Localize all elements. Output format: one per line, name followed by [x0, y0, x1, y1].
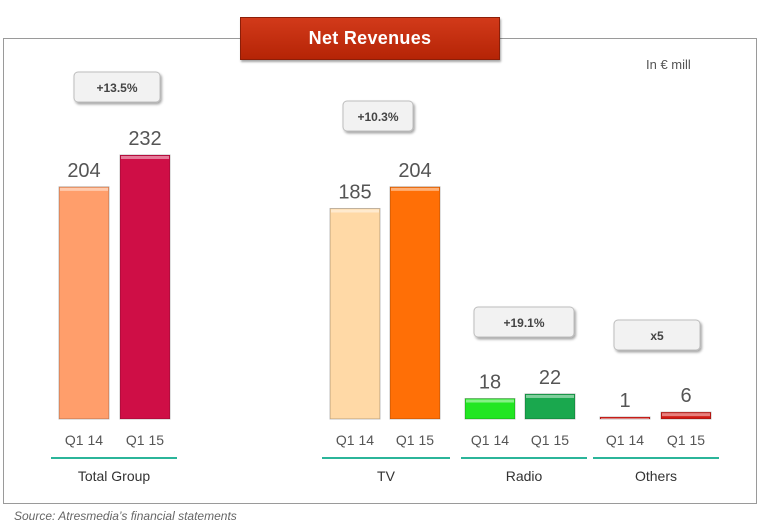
bar-highlight-radio-1 — [466, 399, 514, 403]
source-note: Source: Atresmedia’s financial statement… — [14, 509, 237, 523]
bar-tv-1 — [329, 207, 381, 420]
data-label-others-1: 1 — [619, 390, 630, 412]
growth-badge-label-radio: +19.1% — [503, 316, 544, 330]
bar-others-2 — [660, 411, 712, 420]
bar-total-group-1 — [58, 186, 110, 420]
tick-label-radio-1: Q1 14 — [471, 432, 509, 448]
bar-radio-1 — [464, 398, 516, 420]
tick-label-radio-2: Q1 15 — [531, 432, 569, 448]
growth-badge-label-total-group: +13.5% — [96, 81, 137, 95]
bar-total-group-2 — [119, 154, 171, 420]
group-label-others: Others — [635, 468, 677, 484]
data-label-tv-2: 204 — [398, 160, 431, 182]
bar-radio-2 — [524, 393, 576, 420]
bar-highlight-total-group-1 — [60, 187, 108, 191]
chart-title: Net Revenues — [240, 17, 500, 60]
group-label-radio: Radio — [506, 468, 543, 484]
data-label-total-group-2: 232 — [128, 128, 161, 150]
bar-others-1 — [599, 416, 651, 420]
bar-highlight-total-group-2 — [121, 156, 169, 159]
bar-highlight-tv-2 — [391, 187, 439, 191]
tick-label-tv-1: Q1 14 — [336, 432, 374, 448]
group-label-tv: TV — [377, 468, 396, 484]
unit-label: In € mill — [646, 57, 691, 72]
tick-label-total-group-1: Q1 14 — [65, 432, 103, 448]
bar-highlight-others-1 — [601, 418, 649, 419]
growth-badge-others — [613, 319, 701, 351]
data-label-radio-2: 22 — [539, 367, 561, 389]
growth-badge-radio — [473, 306, 575, 338]
bar-highlight-radio-2 — [526, 394, 574, 398]
tick-label-others-1: Q1 14 — [606, 432, 644, 448]
tick-label-others-2: Q1 15 — [667, 432, 705, 448]
tick-label-tv-2: Q1 15 — [396, 432, 434, 448]
tick-label-total-group-2: Q1 15 — [126, 432, 164, 448]
data-label-total-group-1: 204 — [67, 160, 100, 182]
group-label-total-group: Total Group — [78, 468, 151, 484]
data-label-radio-1: 18 — [479, 372, 501, 394]
data-label-tv-1: 185 — [338, 181, 371, 203]
bar-highlight-tv-1 — [331, 209, 379, 213]
bar-tv-2 — [389, 186, 441, 420]
growth-badge-total-group — [73, 71, 161, 103]
growth-badge-label-tv: +10.3% — [357, 110, 398, 124]
growth-badge-label-others: x5 — [650, 329, 664, 343]
growth-badge-tv — [342, 100, 414, 132]
bar-highlight-others-2 — [662, 413, 710, 417]
data-label-others-2: 6 — [680, 385, 691, 407]
